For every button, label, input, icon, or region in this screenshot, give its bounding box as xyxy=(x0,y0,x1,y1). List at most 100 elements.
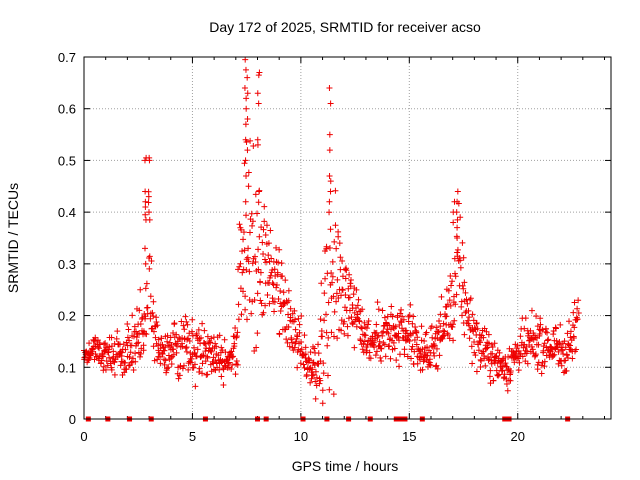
data-point xyxy=(156,349,163,356)
data-point xyxy=(271,308,278,315)
data-point xyxy=(570,309,577,316)
data-point xyxy=(188,355,195,362)
data-point xyxy=(133,340,140,347)
data-point xyxy=(400,316,407,323)
data-point xyxy=(242,66,249,73)
data-point xyxy=(491,340,498,347)
data-point xyxy=(266,300,273,307)
data-point xyxy=(538,370,545,377)
data-point xyxy=(480,334,487,341)
data-point xyxy=(486,373,493,380)
data-point xyxy=(459,312,466,319)
data-point xyxy=(140,342,147,349)
data-point xyxy=(478,357,485,364)
data-point xyxy=(329,258,336,265)
data-point xyxy=(482,362,489,369)
data-point xyxy=(229,354,236,361)
data-point xyxy=(333,245,340,252)
data-point xyxy=(244,316,251,323)
data-point xyxy=(275,296,282,303)
data-point xyxy=(309,372,316,379)
data-point xyxy=(522,315,529,322)
data-point xyxy=(512,354,519,361)
data-point xyxy=(454,235,461,242)
data-point xyxy=(468,343,475,350)
data-point xyxy=(251,296,258,303)
data-point xyxy=(234,329,241,336)
data-point xyxy=(243,172,250,179)
data-point xyxy=(195,326,202,333)
data-point xyxy=(372,352,379,359)
data-point xyxy=(316,380,323,387)
data-point xyxy=(443,303,450,310)
data-point xyxy=(197,334,204,341)
data-point xyxy=(495,372,502,379)
data-point xyxy=(244,254,251,261)
data-point xyxy=(409,343,416,350)
data-point xyxy=(346,271,353,278)
data-point xyxy=(147,315,154,322)
data-point xyxy=(325,299,332,306)
data-point xyxy=(252,258,259,265)
data-point xyxy=(188,328,195,335)
data-point xyxy=(203,371,210,378)
data-point xyxy=(318,280,325,287)
data-point xyxy=(574,316,581,323)
data-point xyxy=(248,310,255,317)
data-point xyxy=(148,258,155,265)
data-point xyxy=(245,169,252,176)
data-point xyxy=(190,344,197,351)
data-point xyxy=(150,343,157,350)
data-point xyxy=(429,334,436,341)
data-point xyxy=(255,246,262,253)
data-point xyxy=(185,366,192,373)
y-tick-label: 0 xyxy=(69,412,76,427)
data-point xyxy=(457,257,464,264)
data-point xyxy=(154,356,161,363)
data-point xyxy=(272,273,279,280)
data-point xyxy=(282,277,289,284)
data-point xyxy=(132,358,139,365)
data-point xyxy=(124,334,131,341)
x-tick-label: 20 xyxy=(511,429,525,444)
data-point xyxy=(262,302,269,309)
data-point xyxy=(277,287,284,294)
data-point xyxy=(445,287,452,294)
data-point xyxy=(108,334,115,341)
data-point xyxy=(199,370,206,377)
data-point xyxy=(347,283,354,290)
data-point xyxy=(359,306,366,313)
data-point xyxy=(489,344,496,351)
data-point xyxy=(312,395,319,402)
data-point xyxy=(334,335,341,342)
data-point xyxy=(269,280,276,287)
data-point xyxy=(100,363,107,370)
data-point xyxy=(255,72,262,79)
data-point xyxy=(534,323,541,330)
data-point xyxy=(501,371,508,378)
data-point xyxy=(436,318,443,325)
data-point xyxy=(443,313,450,320)
data-point xyxy=(301,364,308,371)
data-point xyxy=(241,160,248,167)
data-point xyxy=(330,333,337,340)
data-point xyxy=(476,338,483,345)
data-point xyxy=(137,321,144,328)
data-point xyxy=(101,347,108,354)
data-point xyxy=(383,320,390,327)
data-point xyxy=(211,366,217,373)
data-point xyxy=(393,357,400,364)
data-point xyxy=(341,330,348,337)
data-point xyxy=(286,343,293,350)
data-point xyxy=(454,224,461,231)
data-point xyxy=(287,305,294,312)
data-point xyxy=(339,286,346,293)
data-point xyxy=(218,373,225,380)
data-point xyxy=(567,328,574,335)
data-point xyxy=(136,307,143,314)
data-point xyxy=(472,352,479,359)
data-point xyxy=(170,329,177,336)
data-point xyxy=(565,341,572,348)
data-point xyxy=(273,281,280,288)
data-point xyxy=(326,386,333,393)
